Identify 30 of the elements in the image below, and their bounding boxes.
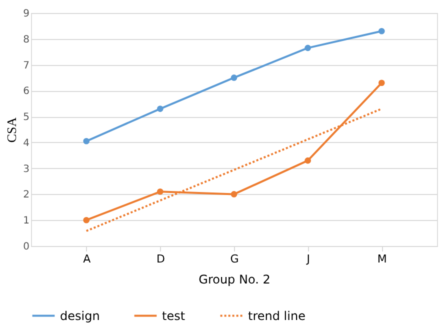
y-tick-label: 4 bbox=[23, 138, 30, 149]
y-tick-label: 0 bbox=[23, 242, 30, 252]
point bbox=[83, 138, 90, 144]
y-tick-label: 6 bbox=[23, 86, 30, 98]
point bbox=[378, 80, 385, 86]
point bbox=[157, 188, 164, 195]
x-tick-label: M bbox=[377, 252, 387, 266]
point bbox=[304, 157, 311, 164]
point bbox=[83, 216, 90, 224]
point bbox=[304, 44, 311, 52]
y-tick-label: 1 bbox=[23, 216, 30, 227]
y-tick-label: 2 bbox=[23, 190, 30, 201]
x-tick-label: A bbox=[83, 252, 92, 266]
y-tick-label: 8 bbox=[23, 34, 30, 46]
y-tick-label: 5 bbox=[23, 112, 30, 124]
legend-label: trend line bbox=[248, 308, 306, 323]
legend-label: design bbox=[60, 308, 100, 323]
x-tick-label: D bbox=[156, 252, 165, 266]
x-tick-label: G bbox=[230, 252, 239, 266]
point bbox=[230, 74, 238, 81]
y-tick-label: 3 bbox=[23, 164, 30, 175]
point bbox=[378, 28, 385, 34]
y-axis-title: CSA bbox=[4, 116, 20, 143]
y-tick-label: 7 bbox=[23, 60, 30, 72]
point bbox=[157, 106, 164, 112]
x-axis-title: Group No. 2 bbox=[198, 272, 270, 286]
point bbox=[230, 191, 238, 198]
y-tick-label: 9 bbox=[23, 8, 30, 20]
x-tick-label: J bbox=[306, 252, 310, 266]
legend-label: test bbox=[162, 308, 186, 323]
